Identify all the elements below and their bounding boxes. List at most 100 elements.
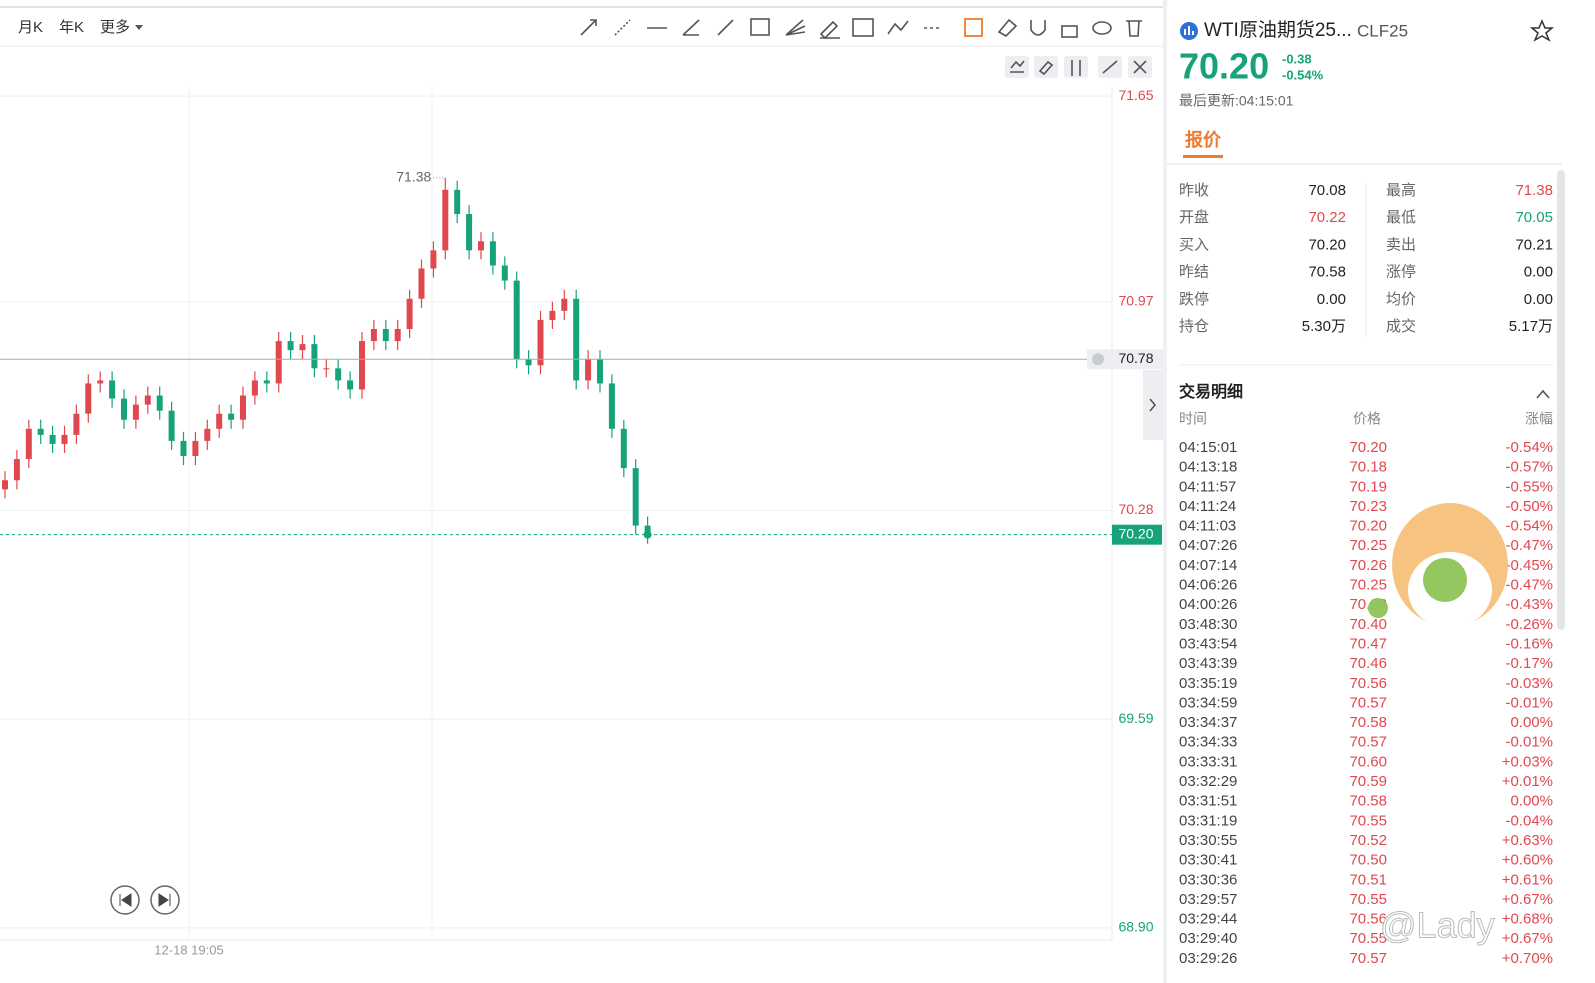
- candle-body: [501, 265, 508, 281]
- trade-time: 03:29:57: [1179, 891, 1237, 908]
- candle-body: [311, 344, 318, 369]
- tool-line[interactable]: [717, 19, 734, 36]
- trade-price: 70.55: [1349, 891, 1387, 908]
- candle-body: [275, 341, 282, 384]
- stat-label: 跌停: [1179, 291, 1209, 308]
- tool-segment[interactable]: [682, 19, 700, 36]
- trade-time: 03:32:29: [1179, 773, 1237, 790]
- trade-time: 03:48:30: [1179, 616, 1237, 633]
- x-tick-label: 12-18 19:05: [154, 942, 223, 957]
- candle-body: [228, 413, 235, 420]
- trade-change: 0.00%: [1510, 793, 1553, 810]
- trade-price: 70.58: [1349, 793, 1387, 810]
- stat-label: 最低: [1386, 209, 1416, 226]
- nav-next-icon: [158, 893, 171, 907]
- tool-eraser[interactable]: [997, 18, 1018, 37]
- trade-price: 70.58: [1349, 714, 1387, 731]
- trade-time: 04:06:26: [1179, 577, 1237, 594]
- change: -0.38: [1282, 51, 1312, 66]
- trade-price: 70.59: [1349, 773, 1387, 790]
- tool-magnet[interactable]: [1030, 20, 1046, 36]
- scrollbar[interactable]: [1557, 170, 1565, 630]
- col-header: 涨幅: [1525, 411, 1553, 427]
- trade-price: 70.57: [1349, 950, 1387, 967]
- candle-body: [406, 298, 413, 329]
- candle-body: [299, 344, 306, 351]
- tool-image[interactable]: [852, 18, 874, 37]
- candle-body: [620, 428, 627, 469]
- tool-trend[interactable]: [887, 20, 909, 35]
- trade-change: +0.60%: [1502, 852, 1553, 869]
- panel-divider: [1163, 0, 1167, 983]
- ctrl-icon: [1133, 60, 1147, 74]
- tool-fib[interactable]: [750, 18, 770, 36]
- candle-body: [109, 380, 116, 399]
- quote-table: 昨收 70.08 最高 71.38 开盘 70.22 最低 70.05 买入 70.20 卖出 70.…: [1179, 182, 1553, 967]
- stat-value: 70.08: [1308, 182, 1346, 199]
- last-price: 70.20: [1179, 46, 1269, 87]
- tool-eye[interactable]: [1092, 21, 1112, 35]
- tool-edit[interactable]: [964, 18, 983, 37]
- trade-price: 70.57: [1349, 694, 1387, 711]
- period-tab[interactable]: 年K: [59, 19, 84, 36]
- y-tick-label: 70.97: [1118, 292, 1153, 308]
- trade-change: +0.61%: [1502, 871, 1553, 888]
- candle-body: [180, 440, 187, 457]
- stat-value: 70.22: [1308, 209, 1346, 226]
- trade-price: 70.57: [1349, 734, 1387, 751]
- dropdown-arrow[interactable]: [135, 25, 143, 30]
- period-tab[interactable]: 更多: [100, 19, 130, 36]
- ctrl-button[interactable]: [1064, 56, 1088, 78]
- trade-time: 04:11:03: [1179, 518, 1236, 535]
- trade-price: 70.26: [1349, 557, 1387, 574]
- ref-label: 70.78: [1118, 350, 1153, 366]
- trade-change: -0.43%: [1505, 596, 1553, 613]
- candle-body: [121, 398, 127, 420]
- stat-label: 昨收: [1179, 182, 1209, 199]
- tool-fan[interactable]: [785, 19, 806, 36]
- ctrl-button[interactable]: [1005, 56, 1029, 78]
- period-tab[interactable]: 月K: [18, 19, 43, 36]
- col-header: 时间: [1179, 411, 1207, 427]
- sticker-leaf: [1423, 558, 1467, 602]
- tool-ray[interactable]: [614, 19, 631, 36]
- trade-time: 04:11:57: [1179, 478, 1236, 495]
- tool-pen[interactable]: [819, 20, 840, 40]
- trade-change: 0.00%: [1510, 714, 1553, 731]
- stat-value: 0.00: [1524, 291, 1553, 308]
- candle-body: [156, 395, 163, 411]
- alert-bell: [1092, 353, 1104, 366]
- trade-change: -0.26%: [1505, 616, 1553, 633]
- collapse[interactable]: [1536, 389, 1550, 399]
- panel-toggle[interactable]: [1143, 370, 1163, 440]
- y-tick-label: 70.28: [1118, 501, 1153, 517]
- candle-body: [513, 280, 520, 360]
- tool-lock[interactable]: [1061, 25, 1078, 38]
- stat-value: 70.20: [1308, 236, 1346, 253]
- candle-body: [251, 380, 258, 396]
- tool-arrow[interactable]: [580, 19, 597, 36]
- trade-change: -0.47%: [1505, 577, 1553, 594]
- candle-body: [394, 328, 401, 342]
- candle-body: [216, 413, 223, 429]
- ctrl-button[interactable]: [1034, 56, 1058, 78]
- candle-body: [287, 341, 294, 351]
- candle-body: [25, 428, 32, 460]
- candle-body: [370, 328, 377, 342]
- candle-body: [549, 310, 556, 320]
- candle-body: [168, 410, 175, 441]
- ctrl-icon: [1102, 60, 1118, 74]
- candle-body: [323, 368, 330, 370]
- candle-body: [97, 380, 104, 384]
- trade-change: +0.67%: [1502, 930, 1553, 947]
- ctrl-icon: [1038, 60, 1054, 76]
- favorite[interactable]: [1529, 19, 1555, 42]
- last-price-label: 70.20: [1118, 525, 1153, 541]
- tab-quote[interactable]: 报价: [1185, 129, 1222, 150]
- trade-time: 03:30:36: [1179, 871, 1237, 888]
- candle-body: [335, 368, 342, 381]
- stat-value: 5.30万: [1302, 318, 1346, 335]
- candle-body: [442, 189, 449, 251]
- tool-delete[interactable]: [1126, 20, 1142, 37]
